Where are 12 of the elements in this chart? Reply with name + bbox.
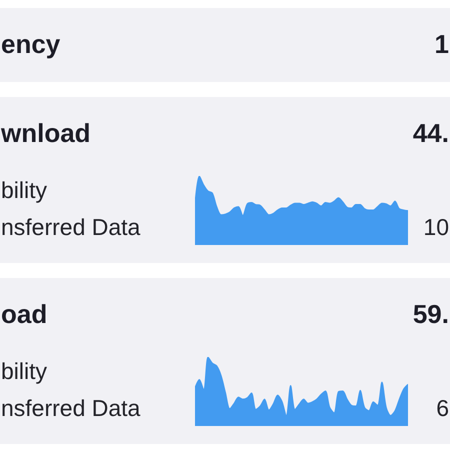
text: bility <box>1 176 48 204</box>
text: 10 <box>423 213 449 241</box>
text: nsferred Data <box>1 394 140 422</box>
text: ency <box>1 29 60 59</box>
text: 59. <box>412 299 449 329</box>
text: nsferred Data <box>1 213 140 241</box>
text: 44. <box>412 118 449 148</box>
text: bility <box>1 357 48 385</box>
chart-title: wnload <box>1 118 91 148</box>
chart-title: oad <box>1 299 48 329</box>
text: 1 <box>434 29 449 59</box>
text: 6 <box>436 394 449 422</box>
